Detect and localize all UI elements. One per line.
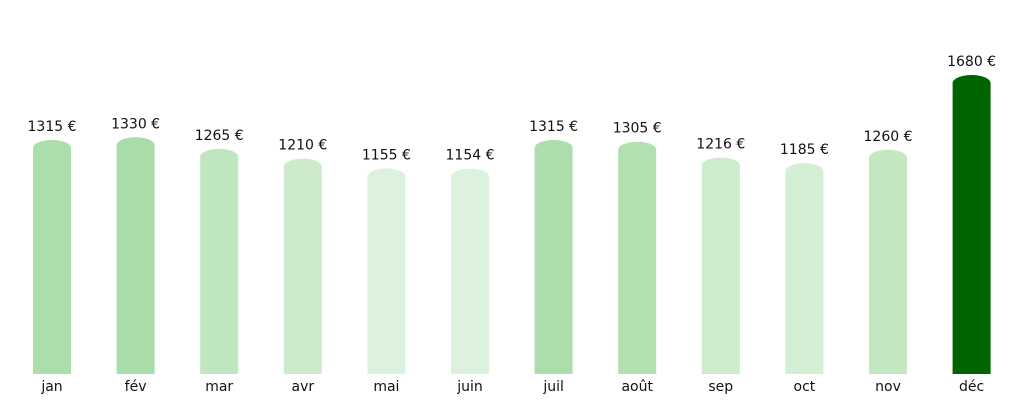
bar — [33, 139, 71, 374]
bar-group: 1260 € nov — [864, 129, 913, 395]
x-tick-label: mai — [373, 379, 399, 395]
bar-group: 1315 € juil — [529, 119, 578, 395]
x-tick-label: oct — [794, 379, 816, 395]
bar — [952, 75, 991, 374]
data-label: 1154 € — [446, 148, 495, 164]
x-tick-label: juin — [456, 379, 483, 395]
x-tick-label: fév — [125, 379, 147, 395]
data-label: 1330 € — [111, 116, 160, 132]
data-label: 1185 € — [780, 142, 829, 158]
data-label: 1680 € — [947, 54, 996, 70]
x-tick-label: juil — [542, 379, 564, 395]
x-tick-label: sep — [708, 379, 733, 395]
x-tick-label: jan — [40, 379, 62, 395]
bar — [618, 141, 657, 374]
bar — [701, 157, 740, 374]
data-label: 1210 € — [278, 138, 327, 154]
x-tick-label: nov — [875, 379, 901, 395]
bar-group: 1265 € mar — [195, 128, 244, 395]
data-label: 1315 € — [28, 119, 77, 135]
bar — [200, 148, 239, 374]
bar-group: 1185 € oct — [780, 142, 829, 395]
bar — [116, 137, 155, 374]
data-label: 1260 € — [864, 129, 913, 145]
data-label: 1265 € — [195, 128, 244, 144]
bar — [451, 168, 489, 374]
x-tick-label: déc — [959, 379, 984, 395]
bar — [869, 149, 907, 374]
bar — [283, 158, 322, 374]
bar-group: 1305 € août — [613, 121, 662, 395]
data-label: 1155 € — [362, 147, 411, 163]
bar-group: 1680 € déc — [947, 54, 996, 395]
bar-group: 1216 € sep — [696, 137, 745, 395]
x-tick-label: mar — [205, 379, 233, 395]
bar-group: 1315 € jan — [28, 119, 77, 395]
bar-group: 1210 € avr — [278, 138, 327, 395]
bar-group: 1330 € fév — [111, 116, 160, 395]
data-label: 1315 € — [529, 119, 578, 135]
data-label: 1305 € — [613, 121, 662, 137]
bar — [534, 139, 573, 374]
bar — [785, 163, 824, 374]
bar — [367, 168, 406, 374]
bar-group: 1154 € juin — [446, 148, 495, 395]
x-tick-label: août — [621, 379, 653, 395]
data-label: 1216 € — [696, 137, 745, 153]
x-tick-label: avr — [291, 379, 314, 395]
bar-group: 1155 € mai — [362, 147, 411, 395]
